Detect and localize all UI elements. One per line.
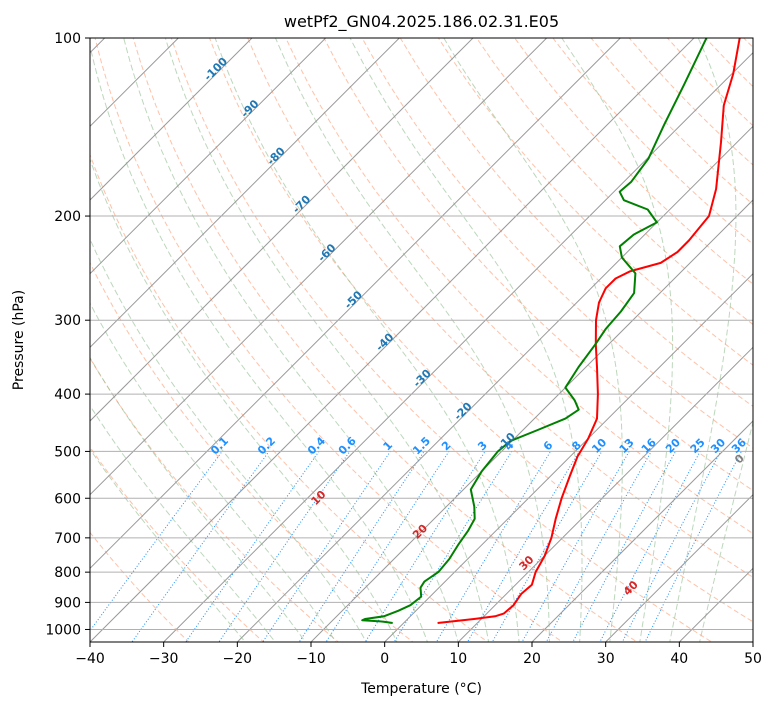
dry-adiabat-line [90, 531, 190, 642]
dry-adiabat-line [170, 38, 713, 642]
x-tick-label: 40 [670, 651, 688, 667]
plot-area: 0.1 0.2 0.4 0.6 1 1.5 2 3 4 6 8 10 13 16 20 25 30 36-100-… [90, 38, 753, 642]
x-tick-label: −10 [296, 651, 326, 667]
isotherm-line [531, 420, 753, 642]
temperature-profile [437, 38, 741, 624]
x-tick-label: 50 [744, 651, 762, 667]
x-tick-label: 30 [597, 651, 615, 667]
y-tick-label: 200 [54, 209, 81, 225]
chart-title: wetPf2_GN04.2025.186.02.31.E05 [284, 12, 559, 32]
isotherm-line [236, 125, 753, 642]
isobars [90, 38, 753, 630]
dry-adiabat-line [323, 38, 753, 492]
y-tick-label: 100 [54, 31, 81, 47]
moist-adiabat-line [214, 38, 520, 642]
isotherm-line [163, 51, 753, 642]
dry-adiabat-line [437, 38, 753, 366]
x-tick-label: −30 [149, 651, 179, 667]
y-tick-label: 800 [54, 565, 81, 581]
y-tick-label: 500 [54, 444, 81, 460]
isotherm-line [90, 38, 695, 642]
y-tick-label: 600 [54, 491, 81, 507]
isotherm-line [384, 272, 753, 642]
x-tick-label: −20 [223, 651, 253, 667]
y-tick-label: 400 [54, 387, 81, 403]
y-tick-label: 900 [54, 595, 81, 611]
x-tick-label: 10 [449, 651, 467, 667]
isotherm-line [310, 199, 753, 642]
isotherm-line [90, 38, 327, 275]
y-tick-label: 700 [54, 531, 81, 547]
isotherm-line [605, 493, 753, 642]
dewpoint-profile [361, 38, 708, 624]
dry-adiabat-line [399, 38, 753, 408]
y-axis: 100 200 300 400 500 600 700 800 900 1000 [45, 31, 90, 639]
y-axis-title: Pressure (hPa) [11, 290, 27, 390]
moist-adiabat-line [90, 302, 337, 642]
y-tick-label: 1000 [45, 623, 81, 639]
sounding-series [361, 38, 741, 624]
isotherm-line [90, 38, 400, 349]
isotherm-line [90, 38, 253, 201]
isotherm-line [457, 346, 753, 642]
y-tick-label: 300 [54, 313, 81, 329]
isotherm-line [90, 38, 474, 422]
x-tick-label: 0 [380, 651, 389, 667]
x-axis-title: Temperature (°C) [360, 681, 482, 697]
x-tick-label: 20 [523, 651, 541, 667]
isotherm-line [90, 38, 548, 496]
x-tick-label: −40 [75, 651, 105, 667]
isotherm-line [90, 38, 621, 570]
plot-frame [89, 37, 754, 643]
isotherms [90, 38, 753, 642]
x-axis: −40 −30 −20 −10 0 10 20 30 40 50 [75, 642, 762, 667]
